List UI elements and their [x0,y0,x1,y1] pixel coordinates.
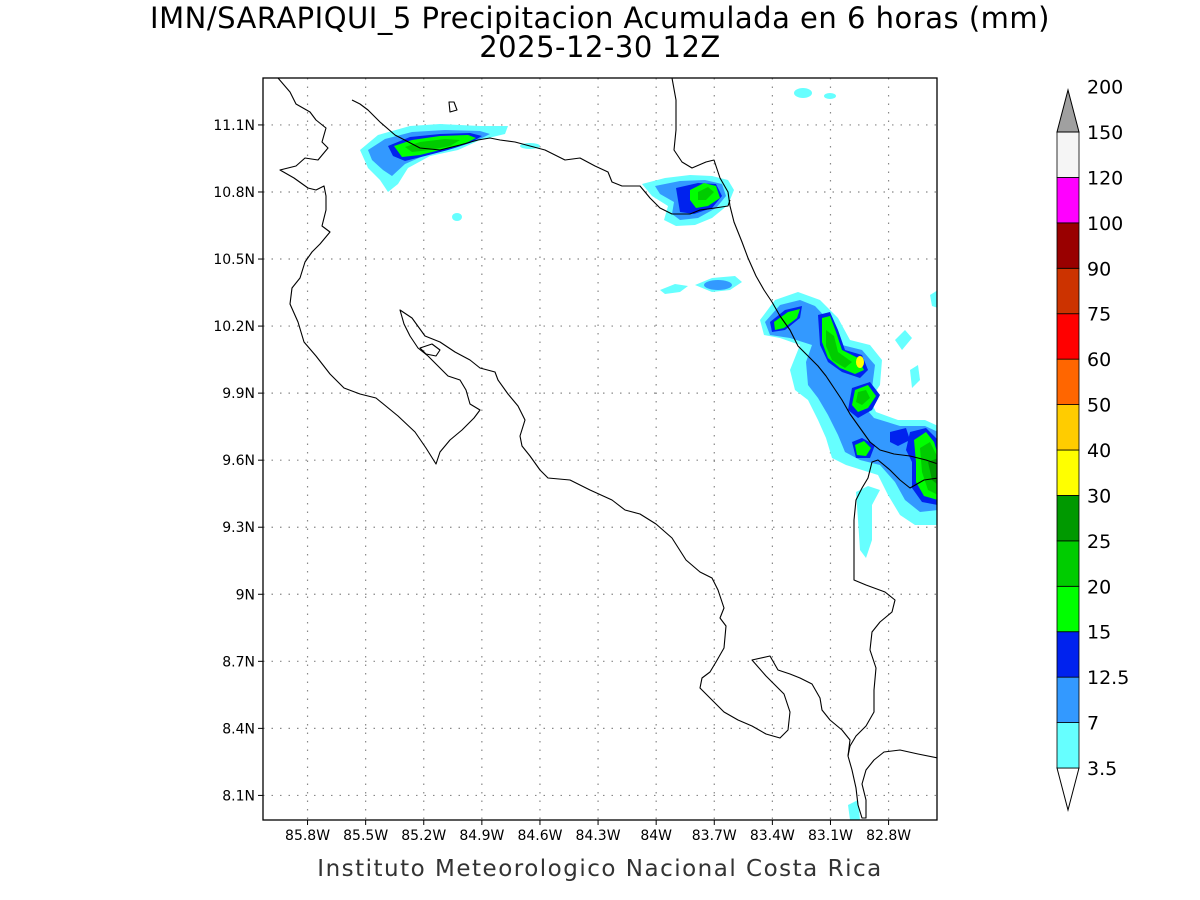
precip-area-15mm [774,309,800,330]
precipitation-field [360,88,937,820]
colorbar-label: 60 [1087,349,1111,371]
precip-area-25mm [928,458,937,485]
colorbar-swatch [1056,404,1080,451]
y-tick-label: 8.1N [222,788,255,804]
precip-area-3-5mm [794,88,812,98]
precip-area-20mm [405,139,460,152]
colorbar-swatch [1056,585,1080,633]
x-tick-label: 83.1W [808,828,853,844]
precip-area-7mm [704,280,732,290]
precip-cluster-central [660,276,742,294]
x-tick-label: 84W [640,828,672,844]
colorbar-label: 200 [1087,77,1123,99]
x-axis-ticks: 85.8W 85.5W 85.2W 84.9W 84.6W 84.3W 84W 83.7W 83… [285,820,911,844]
colorbar-label: 150 [1087,122,1123,144]
colorbar-over-arrow [1056,88,1080,133]
colorbar-swatch [1056,358,1080,405]
colorbar-label: 75 [1087,304,1111,326]
y-tick-label: 9N [236,587,255,603]
colorbar-label: 20 [1087,576,1111,598]
x-tick-label: 84.9W [459,828,504,844]
colorbar-swatch [1056,267,1080,315]
colorbar-swatch [1056,222,1080,269]
precip-area-20mm [920,442,937,495]
precip-cluster-caribbean [760,290,937,820]
colorbar-swatch [1056,177,1080,224]
colorbar-label: 40 [1087,440,1111,462]
colorbar: 3.5 7 12.5 15 20 25 30 40 50 60 75 90 100 120 150 200 [1056,77,1129,812]
island [448,101,458,113]
colorbar-swatch [1056,313,1080,360]
precip-cluster-northwest [360,124,540,221]
colorbar-label: 12.5 [1087,667,1129,689]
colorbar-swatch [1056,722,1080,769]
colorbar-label: 120 [1087,167,1123,189]
footer-credit: Instituto Meteorologico Nacional Costa R… [317,856,883,882]
title-line-2: 2025-12-30 12Z [479,30,721,64]
y-tick-label: 9.3N [222,520,255,536]
precip-area-12-5mm [890,428,910,446]
map-title: IMN/SARAPIQUI_5 Precipitacion Acumulada … [0,4,1200,62]
x-tick-label: 85.5W [343,828,388,844]
x-tick-label: 85.2W [401,828,446,844]
colorbar-under-arrow [1056,767,1080,812]
precip-area-15mm [855,441,871,456]
colorbar-label: 30 [1087,485,1111,507]
x-tick-label: 84.6W [517,828,562,844]
x-tick-label: 83.4W [750,828,795,844]
costa-rica-panama-border [847,459,937,757]
colorbar-label: 7 [1087,713,1099,735]
coastline-gulf-inlet [419,343,441,357]
precip-area-3-5mm [930,290,937,308]
x-tick-label: 82.8W [866,828,911,844]
colorbar-label: 100 [1087,213,1123,235]
y-tick-label: 9.6N [222,453,255,469]
y-axis-ticks: 11.1N 10.8N 10.5N 10.2N 9.9N 9.6N 9.3N 9N 8.7N 8.… [213,118,263,804]
colorbar-swatch [1056,676,1080,723]
nicaragua-costa-rica-border [351,99,731,215]
y-tick-label: 11.1N [213,118,255,134]
colorbar-swatch [1056,449,1080,496]
precip-area-20mm [856,390,870,405]
colorbar-swatch [1056,131,1080,178]
colorbar-label: 50 [1087,395,1111,417]
y-tick-label: 9.9N [222,386,255,402]
colorbar-label: 25 [1087,531,1111,553]
y-tick-label: 10.8N [213,185,255,201]
coastlines-and-borders [277,78,937,819]
colorbar-label: 3.5 [1087,758,1117,780]
colorbar-label: 15 [1087,622,1111,644]
precip-cluster-north [642,88,836,226]
precip-area-3-5mm [856,486,880,558]
precip-area-3-5mm [910,365,920,388]
precip-area-30mm [856,356,864,368]
precip-area-3-5mm [848,800,860,820]
precip-area-20mm [826,330,852,368]
x-tick-label: 83.7W [692,828,737,844]
colorbar-swatch [1056,631,1080,678]
precip-area-3-5mm [824,93,836,99]
precip-area-3-5mm [895,330,912,350]
y-tick-label: 8.7N [222,654,255,670]
colorbar-swatch [1056,495,1080,542]
y-tick-label: 10.2N [213,319,255,335]
x-tick-label: 85.8W [285,828,330,844]
precip-area-3-5mm [660,284,688,294]
precip-area-20mm [698,187,714,200]
x-tick-label: 84.3W [576,828,621,844]
title-line-1: IMN/SARAPIQUI_5 Precipitacion Acumulada … [150,1,1050,35]
grid-lines [263,78,937,820]
map-frame [262,77,938,821]
y-tick-label: 10.5N [213,252,255,268]
y-tick-label: 8.4N [222,721,255,737]
colorbar-label: 90 [1087,258,1111,280]
nicaragua-coastline [277,78,937,819]
caribbean-coastline [671,78,937,465]
colorbar-swatch [1056,540,1080,587]
precip-area-3-5mm [452,213,462,221]
